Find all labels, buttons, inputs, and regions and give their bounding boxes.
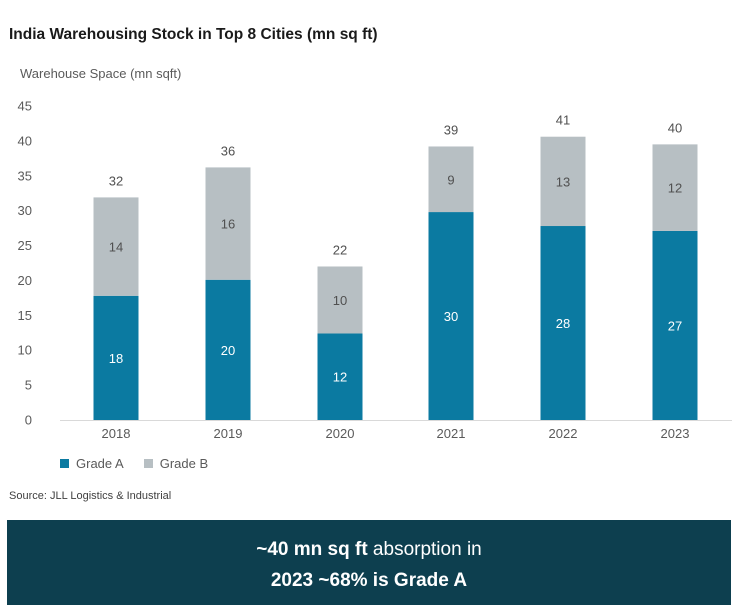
source-note: Source: JLL Logistics & Industrial [9, 490, 172, 502]
banner-highlight: ~40 mn sq ft [256, 539, 368, 560]
bar-grade-b [428, 146, 474, 213]
data-label-grade-b: 12 [668, 181, 682, 196]
y-tick-label: 10 [18, 343, 32, 358]
data-label-grade-b: 9 [447, 172, 454, 187]
legend-label-grade-b: Grade B [159, 456, 209, 471]
chart-title: India Warehousing Stock in Top 8 Cities … [9, 26, 378, 43]
x-tick-label: 2019 [214, 426, 243, 441]
data-label-grade-a: 28 [556, 316, 570, 331]
legend-swatch-grade-b [143, 459, 153, 468]
legend-item-grade-a: Grade A [60, 456, 124, 471]
data-label-grade-b: 13 [556, 174, 570, 189]
banner-line-1: ~40 mn sq ft absorption in [7, 539, 731, 561]
legend-label-grade-a: Grade A [76, 456, 124, 471]
data-label-grade-a: 18 [109, 351, 123, 366]
bar-grade-a [428, 212, 474, 420]
data-label-grade-a: 20 [221, 343, 235, 358]
banner-line-2: 2023 ~68% is Grade A [270, 570, 468, 591]
data-label-total: 22 [333, 242, 347, 257]
data-label-total: 36 [221, 143, 235, 158]
legend-item-grade-b: Grade B [143, 456, 209, 471]
data-label-grade-b: 14 [109, 240, 123, 255]
y-tick-label: 45 [18, 99, 32, 114]
legend-swatch-grade-a [60, 459, 69, 468]
bar-grade-b [652, 144, 698, 231]
y-axis-label: Warehouse Space (mn sqft) [20, 66, 182, 81]
data-label-total: 40 [668, 120, 682, 135]
y-tick-label: 15 [18, 308, 32, 323]
x-tick-label: 2022 [549, 426, 578, 441]
bar-grade-b [317, 266, 363, 334]
bar-grade-b [205, 167, 251, 280]
data-label-grade-a: 12 [333, 370, 347, 385]
y-tick-label: 30 [18, 203, 32, 218]
bar-grade-a [317, 333, 363, 420]
y-tick-label: 40 [18, 133, 32, 148]
bar-grade-a [205, 279, 251, 420]
stacked-bar-chart: 0 5 10 15 20 25 30 35 40 45 18 14 32 2018 20 16 36 2019 12… [18, 99, 732, 441]
legend: Grade A Grade B [60, 456, 228, 471]
x-tick-label: 2020 [326, 426, 355, 441]
data-label-total: 32 [109, 173, 123, 188]
x-tick-label: 2021 [437, 426, 466, 441]
x-tick-label: 2018 [102, 426, 131, 441]
x-tick-label: 2023 [661, 426, 690, 441]
bar-grade-a [540, 226, 586, 420]
bar-grade-b [540, 136, 586, 227]
bar-grade-a [93, 295, 139, 420]
data-label-grade-a: 27 [668, 318, 682, 333]
bar-grade-b [93, 197, 139, 296]
y-tick-label: 0 [25, 413, 32, 428]
data-label-grade-a: 30 [444, 309, 458, 324]
y-tick-label: 5 [25, 378, 32, 393]
data-label-total: 41 [556, 113, 570, 128]
y-tick-label: 20 [18, 273, 32, 288]
data-label-total: 39 [444, 122, 458, 137]
bar-grade-a [652, 230, 698, 420]
data-label-grade-b: 16 [221, 217, 235, 232]
banner-line-1-rest: absorption in [367, 539, 482, 560]
y-tick-label: 35 [18, 168, 32, 183]
highlight-banner: ~40 mn sq ft absorption in 2023 ~68% is … [7, 520, 731, 605]
data-label-grade-b: 10 [333, 293, 347, 308]
y-tick-label: 25 [18, 238, 32, 253]
